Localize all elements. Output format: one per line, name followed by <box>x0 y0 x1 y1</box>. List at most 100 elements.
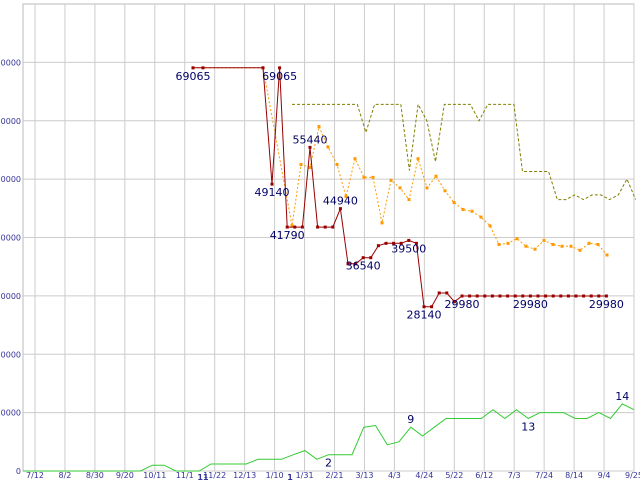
y-tick-label: 50000 <box>0 175 21 184</box>
data-point <box>293 225 297 229</box>
y-tick-label: 40000 <box>0 234 21 243</box>
data-point <box>369 256 373 260</box>
data-point <box>542 238 546 242</box>
data-point <box>422 305 426 309</box>
x-tick-label: 1/31 <box>296 471 314 480</box>
data-point <box>407 198 411 202</box>
data-point <box>392 241 396 245</box>
data-label: 9 <box>407 413 414 426</box>
data-point <box>346 262 350 266</box>
data-point <box>285 225 289 229</box>
data-point <box>414 241 418 245</box>
data-point <box>445 291 449 295</box>
x-tick-label: 10/11 <box>143 471 166 480</box>
data-point <box>278 66 282 70</box>
x-marker-label: 1 <box>287 473 293 480</box>
data-point <box>331 225 335 229</box>
x-tick-label: 9/25 <box>625 471 640 480</box>
data-point <box>560 244 564 248</box>
data-label: 49140 <box>255 186 290 199</box>
data-point <box>308 165 312 169</box>
data-point <box>587 241 591 245</box>
data-label: 69065 <box>176 70 211 83</box>
x-tick-label: 5/22 <box>445 471 463 480</box>
data-point <box>308 145 312 149</box>
y-tick-label: 10000 <box>0 409 21 418</box>
x-tick-label: 4/3 <box>388 471 401 480</box>
data-point <box>461 207 465 211</box>
x-tick-label: 9/4 <box>598 471 611 480</box>
data-point <box>300 225 304 229</box>
data-point <box>389 178 393 182</box>
x-tick-label: 2/21 <box>326 471 344 480</box>
data-point <box>490 294 494 298</box>
data-point <box>488 224 492 228</box>
data-point <box>605 253 609 257</box>
data-point <box>380 221 384 225</box>
x-tick-label: 12/13 <box>233 471 256 480</box>
data-label: 55440 <box>293 133 328 146</box>
y-tick-label: 0 <box>16 467 21 476</box>
data-point <box>362 175 366 179</box>
data-label: 2 <box>325 457 332 470</box>
data-point <box>425 186 429 190</box>
x-tick-label: 8/14 <box>565 471 583 480</box>
x-tick-label: 11/1 <box>176 471 194 480</box>
x-tick-label: 3/13 <box>355 471 373 480</box>
data-point <box>470 209 474 213</box>
data-label: 39500 <box>391 242 426 255</box>
data-point <box>574 294 578 298</box>
data-label: 29980 <box>445 298 480 311</box>
data-point <box>475 294 479 298</box>
data-point <box>398 186 402 190</box>
data-point <box>416 157 420 161</box>
grid <box>22 3 635 472</box>
data-point <box>361 256 365 260</box>
data-labels: 69065 69065 49140 55440 41790 44940 36540 39500… <box>176 70 630 470</box>
data-point <box>407 238 411 242</box>
data-point <box>498 294 502 298</box>
data-point <box>559 294 563 298</box>
y-tick-label: 70000 <box>0 58 21 67</box>
data-point <box>452 200 456 204</box>
data-point <box>596 243 600 247</box>
data-point <box>551 243 555 247</box>
data-label: 41790 <box>270 229 305 242</box>
y-tick-label: 60000 <box>0 117 21 126</box>
data-point <box>578 248 582 252</box>
data-point <box>344 195 348 199</box>
data-point <box>536 294 540 298</box>
data-point <box>353 157 357 161</box>
data-point <box>371 175 375 179</box>
x-tick-label: 9/20 <box>116 471 134 480</box>
data-point <box>521 294 525 298</box>
data-point <box>338 207 342 211</box>
data-point <box>290 224 294 228</box>
data-point <box>515 237 519 241</box>
data-point <box>261 66 265 70</box>
data-point <box>513 294 517 298</box>
data-label: 14 <box>615 390 629 403</box>
x-axis-ticks: 7/12 8/2 8/30 9/20 10/11 11/1 11/22 12/13 1/10 1/… <box>26 471 640 480</box>
data-point <box>597 294 601 298</box>
data-point <box>569 244 573 248</box>
data-point <box>468 294 472 298</box>
data-point <box>270 182 274 186</box>
x-tick-label: 7/24 <box>535 471 553 480</box>
data-point <box>323 225 327 229</box>
data-label: 13 <box>521 420 535 433</box>
data-point <box>533 247 537 251</box>
data-point <box>506 241 510 245</box>
x-tick-label: 7/3 <box>508 471 521 480</box>
data-point <box>589 294 593 298</box>
data-point <box>479 215 483 219</box>
data-point <box>506 294 510 298</box>
data-label: 69065 <box>262 70 297 83</box>
data-label: 28140 <box>407 309 442 322</box>
series-group <box>23 66 637 472</box>
data-point <box>354 262 358 266</box>
data-point <box>443 189 447 193</box>
data-label: 29980 <box>513 298 548 311</box>
data-point <box>376 244 380 248</box>
data-label: 36540 <box>346 260 381 273</box>
